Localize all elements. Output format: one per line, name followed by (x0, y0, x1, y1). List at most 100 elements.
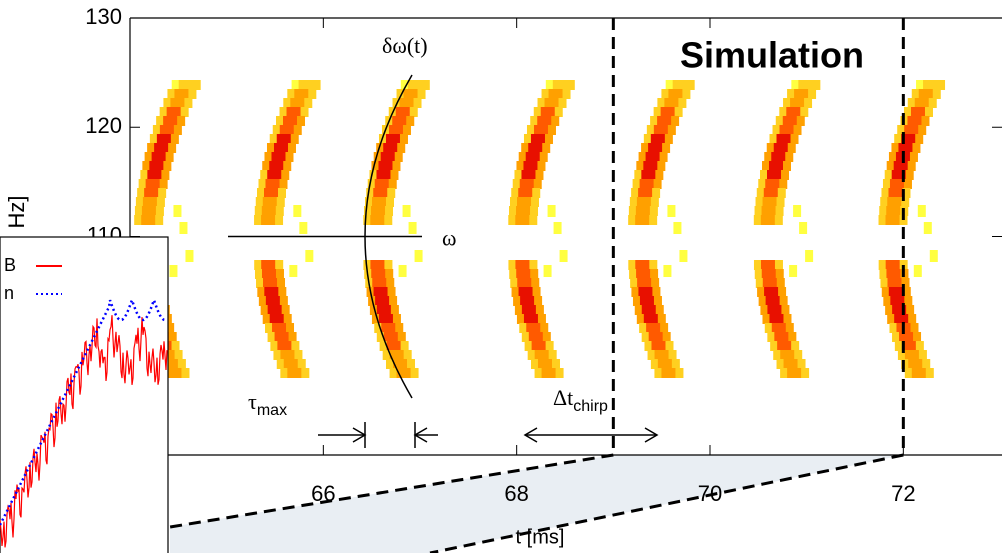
legend-label: n (4, 283, 14, 303)
pixel (280, 350, 289, 360)
pixel (768, 269, 777, 279)
pixel (545, 80, 554, 90)
pixel (185, 80, 194, 90)
pixel (273, 143, 282, 153)
pixel (762, 314, 771, 324)
pixel (894, 314, 903, 324)
pixel (170, 98, 179, 108)
pixel (808, 89, 817, 99)
pixel (274, 305, 283, 315)
pixel (523, 161, 532, 171)
pixel (897, 296, 906, 306)
pixel (262, 197, 271, 207)
pixel (903, 323, 912, 333)
pixel (764, 152, 773, 162)
pixel (147, 143, 156, 153)
pixel (782, 116, 791, 126)
pixel (918, 350, 927, 360)
pixel (639, 179, 648, 189)
pixel (365, 197, 374, 207)
pixel (173, 205, 182, 217)
pixel (174, 350, 183, 360)
pixel (764, 287, 773, 297)
pixel (511, 188, 520, 198)
pixel (637, 278, 646, 288)
pixel (882, 179, 891, 189)
pixel (272, 323, 281, 333)
pixel (280, 143, 289, 153)
pixel (642, 206, 651, 216)
pixel (155, 215, 164, 225)
pixel (628, 206, 637, 216)
pixel (260, 305, 269, 315)
pixel (528, 143, 537, 153)
pixel (658, 341, 667, 351)
pixel (535, 332, 544, 342)
pixel (531, 197, 540, 207)
pixel (410, 368, 419, 378)
pixel (914, 116, 923, 126)
pixel (294, 350, 303, 360)
pixel (754, 269, 763, 279)
pixel (142, 161, 151, 171)
pixel (907, 98, 916, 108)
pixel (668, 350, 677, 360)
pixel (392, 359, 401, 369)
pixel (542, 332, 551, 342)
pixel (508, 260, 517, 270)
pixel (396, 350, 405, 360)
pixel (151, 152, 160, 162)
pixel (767, 305, 776, 315)
pixel (388, 125, 397, 135)
pixel (389, 350, 398, 360)
pixel (537, 314, 546, 324)
pixel (895, 188, 904, 198)
pixel (298, 80, 307, 90)
pixel (784, 341, 793, 351)
pixel (188, 89, 197, 99)
pixel (765, 296, 774, 306)
pixel (559, 250, 568, 262)
pixel (527, 296, 536, 306)
pixel (531, 341, 540, 351)
pixel (887, 278, 896, 288)
pixel (911, 89, 920, 99)
pixel (896, 323, 905, 333)
pixel (545, 341, 554, 351)
pixel (762, 278, 771, 288)
pixel (771, 287, 780, 297)
pixel (887, 314, 896, 324)
pixel (638, 287, 647, 297)
pixel (375, 296, 384, 306)
pixel (290, 116, 299, 126)
pixel (785, 152, 794, 162)
pixel (173, 107, 182, 117)
pixel (663, 265, 672, 277)
pixel (521, 332, 530, 342)
pixel (794, 350, 803, 360)
zoom-shade (170, 455, 904, 553)
pixel (521, 170, 530, 180)
pixel (417, 89, 426, 99)
pixel (547, 107, 556, 117)
pixel (268, 206, 277, 216)
pixel (532, 287, 541, 297)
pixel (192, 80, 201, 90)
pixel (891, 170, 900, 180)
pixel (642, 260, 651, 270)
pixel (287, 143, 296, 153)
pixel (395, 107, 404, 117)
pixel (668, 368, 677, 378)
annotation-main: Δt (553, 385, 573, 410)
pixel (758, 179, 767, 189)
pixel (638, 188, 647, 198)
pixel (895, 287, 904, 297)
pixel (395, 323, 404, 333)
pixel (142, 197, 151, 207)
pixel (909, 152, 918, 162)
pixel (902, 152, 911, 162)
pixel (373, 152, 382, 162)
pixel (377, 260, 386, 270)
pixel (667, 107, 676, 117)
pixel (165, 152, 174, 162)
